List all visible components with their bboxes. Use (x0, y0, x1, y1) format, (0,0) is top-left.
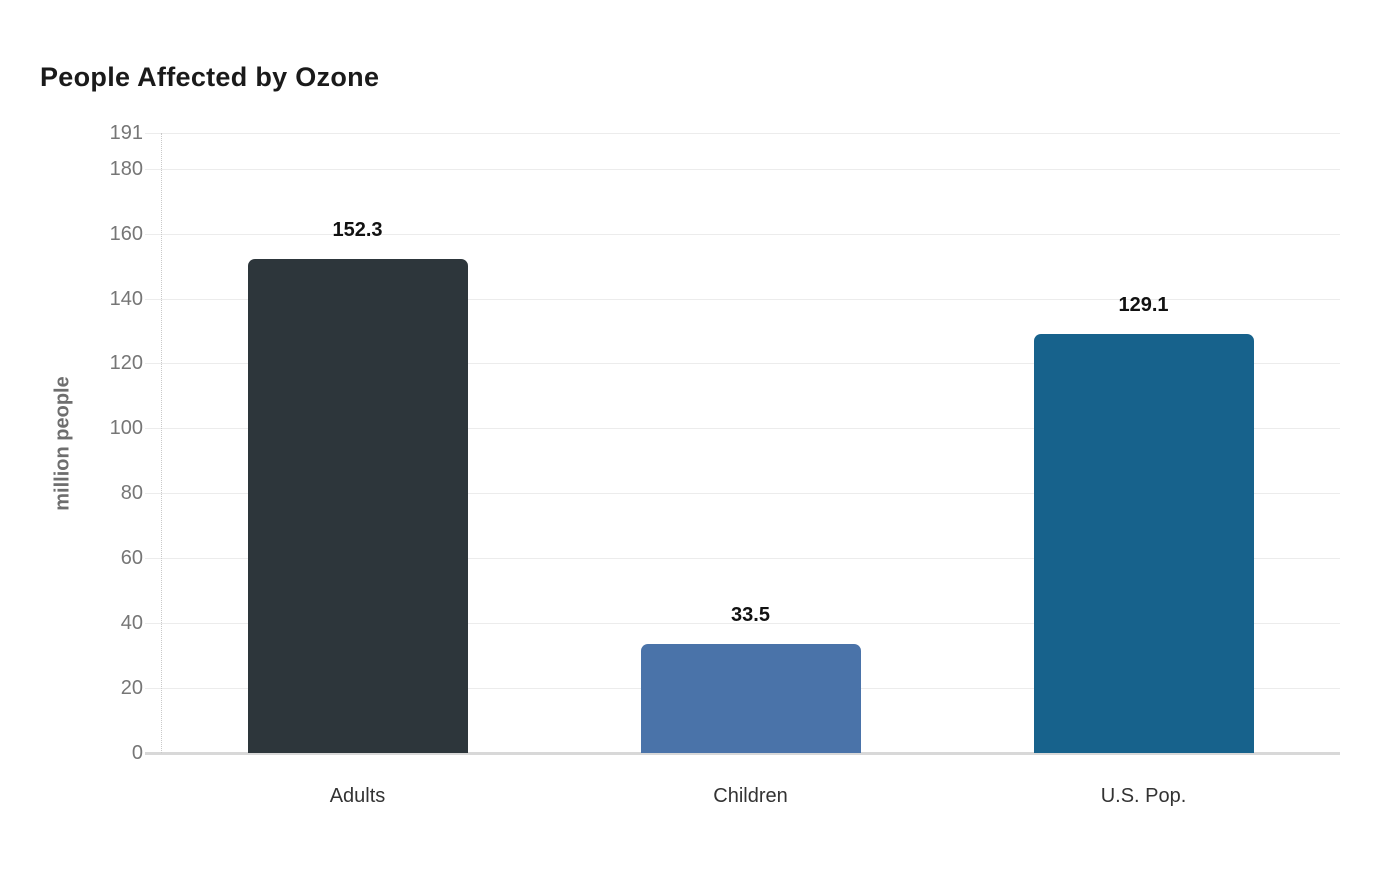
y-tick-label-140: 140 (109, 287, 143, 310)
value-label-adults: 152.3 (332, 218, 383, 241)
y-tick-label-100: 100 (109, 417, 143, 440)
x-tick-label-adults: Adults (329, 785, 386, 807)
gridline-191 (145, 133, 1340, 134)
bar-children (640, 644, 861, 753)
x-axis-baseline (145, 752, 1340, 755)
y-tick-label-120: 120 (109, 352, 143, 375)
gridline-60 (145, 558, 1340, 560)
value-label-children: 33.5 (731, 604, 770, 627)
value-label-u-s-pop: 129.1 (1118, 293, 1169, 316)
y-tick-label-160: 160 (109, 222, 143, 245)
y-tick-label-191: 191 (109, 122, 143, 144)
gridline-140 (145, 298, 1340, 300)
y-tick-label-180: 180 (109, 157, 143, 180)
gridline-40 (145, 623, 1340, 625)
x-tick-label-u-s-pop: U.S. Pop. (1100, 785, 1187, 807)
gridline-120 (145, 363, 1340, 365)
y-tick-label-80: 80 (120, 482, 143, 505)
y-tick-label-0: 0 (131, 742, 143, 764)
x-tick-label-children: Children (713, 785, 788, 807)
gridline-80 (145, 493, 1340, 495)
gridline-160 (145, 233, 1340, 235)
bar-u-s-pop (1033, 333, 1254, 753)
y-tick-label-40: 40 (120, 612, 143, 635)
bar-adults (247, 258, 468, 753)
gridline-180 (145, 168, 1340, 170)
y-tick-label-60: 60 (120, 547, 143, 570)
chart-title: People Affected by Ozone (40, 62, 380, 92)
y-tick-label-20: 20 (120, 677, 143, 700)
gridline-100 (145, 428, 1340, 430)
y-axis-line (161, 133, 162, 753)
